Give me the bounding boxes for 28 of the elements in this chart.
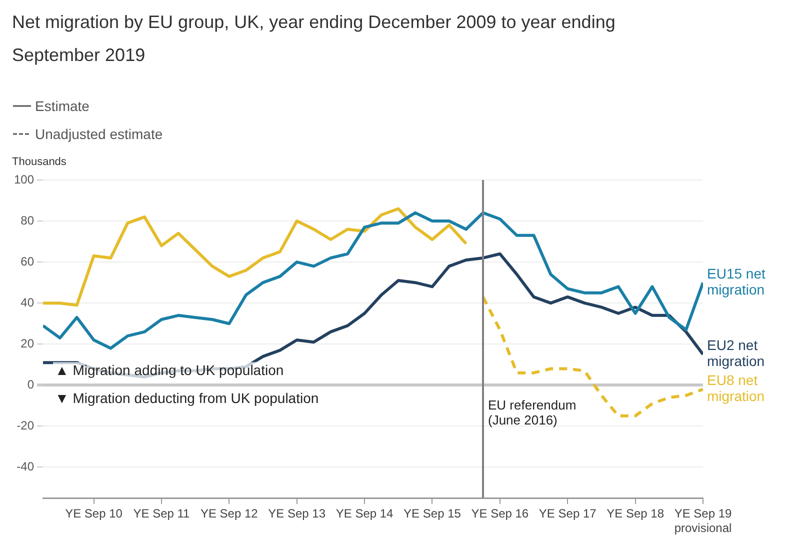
chart-title: Net migration by EU group, UK, year ending December 2009 to year ending September 2019 <box>12 11 616 67</box>
y-tick-label: 20 <box>20 336 34 350</box>
x-tick-label: YE Sep 13 <box>268 506 326 521</box>
y-tick-label: -20 <box>16 418 34 433</box>
y-tick-label: 80 <box>20 213 34 228</box>
y-tick-label: -40 <box>16 460 34 474</box>
x-tick-label: YE Sep 18 <box>606 506 664 521</box>
x-tick-label: YE Sep 11 <box>133 506 190 521</box>
x-tick-label: YE Sep 12 <box>200 506 258 521</box>
x-tick-label: YE Sep 19 provisional <box>674 506 732 535</box>
series-label: EU8 net migration <box>707 372 765 404</box>
x-tick-label: YE Sep 15 <box>404 506 462 521</box>
x-tick-label: YE Sep 10 <box>65 506 123 521</box>
ref-line-label: EU referendum (June 2016) <box>488 398 576 428</box>
x-tick-label: YE Sep 16 <box>471 506 529 521</box>
series-label: EU15 net migration <box>707 265 766 298</box>
y-tick-label: 40 <box>20 295 34 310</box>
text: Estimate <box>35 98 90 114</box>
y-axis-title: Thousands <box>12 156 66 168</box>
annotation: ▲ Migration adding to UK population <box>55 362 284 378</box>
text: Unadjusted estimate <box>35 126 163 142</box>
series-label: EU2 net migration <box>707 337 765 370</box>
y-tick-label: 0 <box>27 377 34 392</box>
annotation: ▼ Migration deducting from UK population <box>55 390 319 406</box>
y-tick-label: 100 <box>14 172 34 186</box>
y-tick-label: 60 <box>20 254 34 268</box>
x-tick-label: YE Sep 17 <box>538 506 597 521</box>
x-tick-label: YE Sep 14 <box>336 506 394 521</box>
